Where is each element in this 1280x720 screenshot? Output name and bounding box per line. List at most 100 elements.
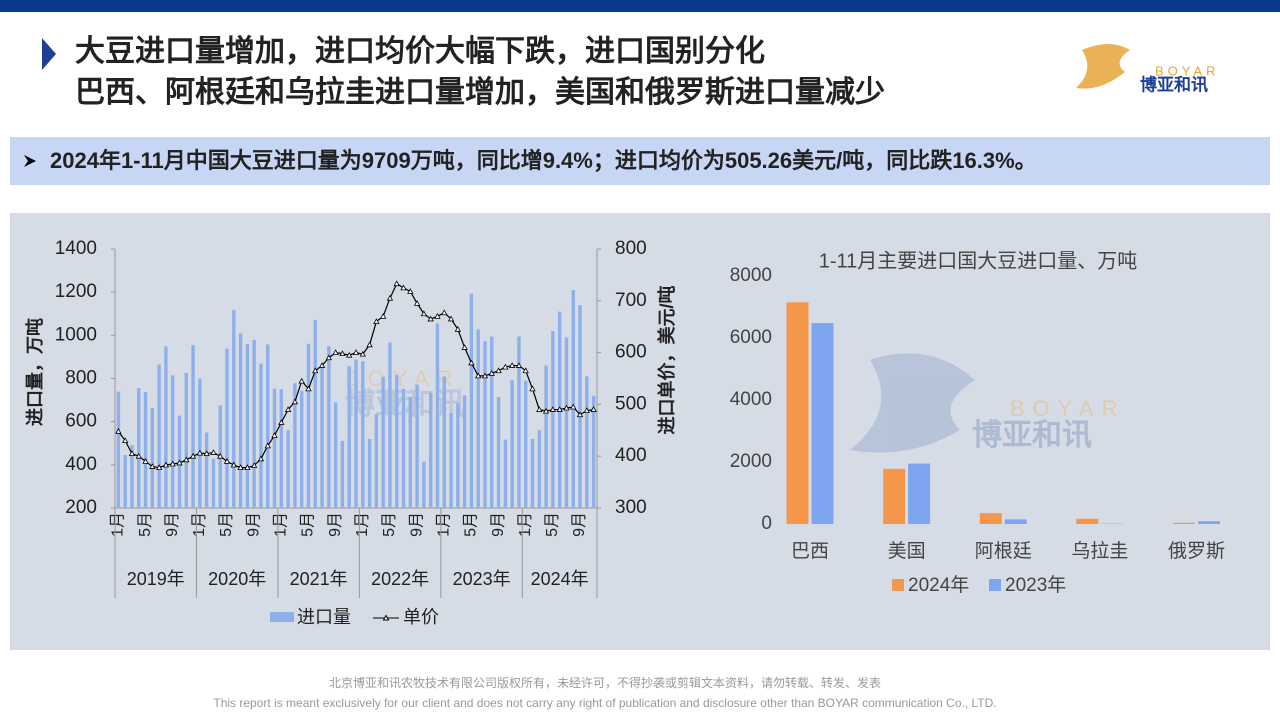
line-marker: [536, 406, 543, 412]
title-marker: [42, 38, 56, 70]
bar: [374, 414, 379, 508]
line-marker: [155, 464, 163, 470]
group-label: 2019年: [127, 569, 185, 589]
line-marker: [244, 464, 251, 470]
bar: [551, 331, 555, 508]
x-tick-label: 9月: [408, 512, 425, 537]
bar: [571, 290, 575, 508]
y2-tick-label: 700: [615, 290, 647, 311]
bar: [320, 364, 324, 508]
line-marker: [291, 398, 299, 405]
bar: [591, 395, 596, 508]
x-tick-label: 阿根廷: [975, 540, 1032, 562]
line-marker: [475, 372, 482, 379]
legend-swatch: [892, 579, 904, 591]
line-marker: [278, 419, 285, 425]
x-tick-label: 5月: [218, 512, 235, 537]
line-marker: [230, 461, 237, 468]
watermark: BOYAR 博亚和讯: [850, 353, 1125, 453]
bar: [408, 396, 413, 508]
bar: [883, 468, 906, 524]
group-label: 2023年: [453, 569, 511, 589]
bar: [313, 319, 317, 508]
bar: [299, 391, 304, 508]
footer-cn: 北京博亚和讯农牧技术有限公司版权所有，未经许可，不得抄袭或剪辑文本资料，请勿转载…: [329, 675, 881, 690]
bar: [1197, 521, 1220, 524]
line-marker: [196, 449, 204, 456]
line-marker: [515, 362, 523, 368]
bar: [415, 384, 419, 508]
bar: [537, 430, 541, 508]
y-axis-title: 进口量，万吨: [24, 318, 45, 426]
line-marker: [169, 460, 176, 467]
x-tick-label: 1月: [110, 512, 127, 537]
x-tick-label: 9月: [571, 512, 588, 537]
line-marker: [576, 411, 584, 418]
line-marker: [149, 463, 156, 469]
bar: [123, 454, 127, 508]
x-tick-label: 1月: [435, 512, 452, 537]
bar: [171, 375, 175, 508]
y2-axis-title: 进口单价，美元/吨: [656, 285, 677, 434]
bar: [164, 346, 168, 508]
bar: [483, 341, 487, 508]
line-marker: [305, 385, 312, 392]
x-tick-label: 5月: [381, 512, 398, 537]
bar: [564, 337, 569, 508]
line-marker: [162, 461, 170, 468]
bar: [530, 438, 535, 508]
line-marker: [413, 300, 421, 306]
bar: [184, 372, 188, 508]
watermark-en: BOYAR: [1010, 396, 1125, 421]
bar: [272, 388, 277, 508]
bar: [1076, 518, 1099, 524]
bar: [293, 383, 297, 508]
bar: [979, 513, 1002, 524]
line-marker: [366, 341, 373, 348]
banner-text: 2024年1-11月中国大豆进口量为9709万吨，同比增9.4%；进口均价为50…: [50, 148, 1037, 173]
banner: [10, 137, 1270, 185]
line-marker: [135, 452, 142, 459]
line-marker: [447, 315, 455, 322]
bar: [252, 339, 256, 508]
x-tick-label: 俄罗斯: [1168, 540, 1225, 562]
bar: [1004, 519, 1027, 524]
bar: [381, 376, 385, 508]
bar: [191, 345, 195, 508]
bar: [347, 366, 351, 508]
bar: [198, 378, 202, 508]
bar: [442, 376, 446, 508]
legend-swatch: [270, 612, 294, 622]
bar: [367, 438, 372, 508]
bar: [279, 389, 284, 508]
x-tick-label: 1月: [191, 512, 208, 537]
line-marker: [122, 437, 129, 444]
line-marker: [373, 318, 380, 324]
bar: [585, 376, 589, 508]
x-tick-label: 9月: [327, 512, 344, 537]
y2-tick-label: 300: [615, 497, 647, 518]
group-label: 2020年: [208, 569, 266, 589]
y-tick-label: 4000: [730, 389, 772, 410]
y-tick-label: 200: [65, 497, 97, 518]
bar: [204, 432, 209, 508]
bar: [401, 388, 406, 508]
bar: [150, 408, 155, 508]
bar: [354, 359, 358, 508]
line-marker: [142, 458, 149, 464]
title-line: 大豆进口量增加，进口均价大幅下跌，进口国别分化: [75, 35, 765, 68]
line-marker: [250, 462, 258, 468]
x-tick-label: 5月: [300, 512, 317, 537]
bar: [333, 402, 338, 508]
line-marker: [454, 325, 462, 332]
line-marker: [284, 406, 292, 412]
bar: [510, 380, 514, 508]
line-marker: [332, 349, 339, 355]
bar: [306, 343, 311, 508]
line-marker: [542, 407, 550, 414]
logo-mark: [1076, 44, 1130, 89]
bar: [435, 323, 440, 508]
bar: [524, 380, 528, 508]
y2-tick-label: 500: [615, 393, 647, 414]
footer-en: This report is meant exclusively for our…: [213, 696, 996, 710]
